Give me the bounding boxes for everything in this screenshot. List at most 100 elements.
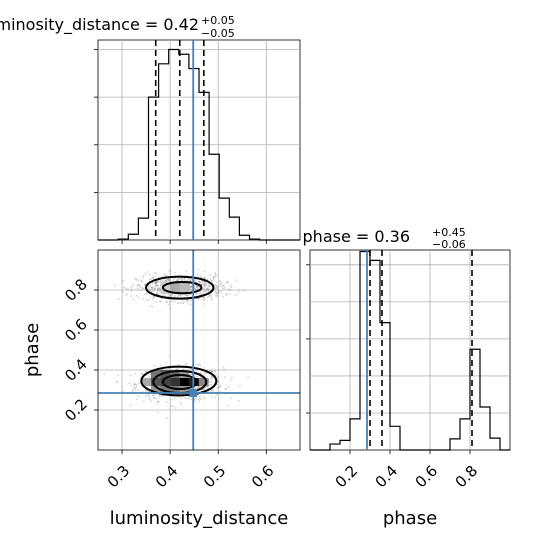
scatter-point bbox=[143, 283, 146, 286]
scatter-point bbox=[165, 362, 168, 364]
scatter-point bbox=[200, 398, 203, 401]
scatter-point bbox=[155, 292, 158, 295]
scatter-point bbox=[114, 284, 116, 287]
scatter-point bbox=[154, 282, 157, 285]
scatter-point bbox=[160, 364, 163, 366]
scatter-point bbox=[177, 364, 180, 366]
scatter-point bbox=[179, 294, 182, 297]
scatter-point bbox=[200, 283, 203, 286]
scatter-point bbox=[149, 296, 152, 299]
scatter-point bbox=[148, 376, 151, 378]
scatter-point bbox=[134, 372, 137, 375]
scatter-point bbox=[172, 278, 175, 281]
scatter-point bbox=[152, 394, 155, 397]
scatter-point bbox=[149, 305, 152, 307]
scatter-point bbox=[149, 278, 151, 281]
hist-ph-ticks bbox=[306, 264, 471, 454]
scatter-xtick-label: 0.4 bbox=[152, 462, 182, 492]
scatter-axes-frame bbox=[97, 249, 301, 451]
hist-ld-ticks bbox=[94, 49, 267, 244]
scatter-point bbox=[197, 298, 200, 300]
scatter-point bbox=[137, 395, 140, 398]
scatter-point bbox=[151, 287, 153, 290]
scatter-point bbox=[122, 280, 124, 282]
scatter-point bbox=[166, 301, 168, 304]
scatter-axes-bg bbox=[98, 250, 300, 450]
scatter-point bbox=[222, 366, 225, 368]
scatter-point bbox=[144, 370, 147, 373]
scatter-point bbox=[135, 278, 138, 281]
scatter-point bbox=[214, 396, 217, 399]
scatter-point bbox=[164, 274, 167, 277]
scatter-point bbox=[216, 287, 219, 290]
scatter-point bbox=[169, 278, 172, 281]
scatter-point bbox=[208, 283, 211, 286]
scatter-point bbox=[165, 280, 167, 283]
scatter-point bbox=[198, 297, 201, 300]
scatter-point bbox=[210, 376, 213, 379]
scatter-point bbox=[158, 395, 161, 398]
scatter-point bbox=[188, 397, 190, 400]
scatter-point bbox=[161, 394, 164, 397]
scatter-point bbox=[133, 277, 136, 280]
scatter-point bbox=[162, 294, 165, 297]
scatter-point bbox=[153, 271, 156, 274]
scatter-point bbox=[183, 301, 185, 304]
scatter-point bbox=[148, 394, 150, 397]
scatter-point bbox=[190, 279, 193, 281]
density-cell bbox=[160, 370, 171, 378]
scatter-point bbox=[134, 383, 137, 386]
scatter-point bbox=[227, 280, 229, 283]
scatter-point bbox=[187, 278, 190, 280]
scatter-point bbox=[206, 385, 209, 388]
scatter-point bbox=[168, 279, 170, 282]
scatter-point bbox=[207, 288, 210, 291]
scatter-point bbox=[150, 286, 153, 288]
scatter-point bbox=[159, 280, 162, 283]
scatter-point bbox=[219, 385, 222, 387]
scatter-point bbox=[146, 292, 149, 295]
scatter-point bbox=[173, 301, 176, 303]
scatter-y-tick-labels: 0.2 0.4 0.6 0.8 bbox=[61, 275, 98, 425]
scatter-point bbox=[156, 281, 158, 284]
scatter-point bbox=[172, 405, 175, 407]
scatter-point bbox=[160, 394, 163, 397]
hist-ld-grid bbox=[98, 40, 300, 240]
scatter-point bbox=[215, 295, 218, 298]
scatter-point bbox=[247, 376, 250, 379]
scatter-point bbox=[167, 293, 170, 296]
scatter-point bbox=[186, 295, 189, 297]
scatter-point bbox=[151, 277, 154, 280]
scatter-point bbox=[212, 389, 215, 392]
scatter-point bbox=[140, 289, 142, 292]
scatter-point bbox=[103, 373, 106, 376]
scatter-point bbox=[238, 289, 241, 291]
scatter-point bbox=[142, 400, 145, 403]
scatter-point bbox=[217, 381, 220, 383]
scatter-point bbox=[196, 363, 199, 366]
scatter-ytick-label: 0.4 bbox=[61, 355, 91, 385]
scatter-point bbox=[223, 284, 225, 287]
scatter-point bbox=[138, 382, 140, 385]
scatter-point bbox=[136, 284, 139, 287]
scatter-point bbox=[155, 281, 157, 283]
scatter-point bbox=[204, 282, 207, 285]
scatter-point bbox=[144, 283, 147, 286]
scatter-point bbox=[121, 390, 124, 393]
scatter-x-tick-labels: 0.3 0.4 0.5 0.6 bbox=[104, 450, 278, 491]
scatter-point bbox=[171, 295, 174, 297]
scatter-point bbox=[203, 367, 205, 369]
scatter-point bbox=[215, 273, 217, 276]
scatter-point bbox=[142, 274, 145, 277]
scatter-point bbox=[215, 293, 217, 296]
scatter-point bbox=[170, 294, 172, 296]
scatter-point bbox=[181, 277, 184, 280]
scatter-point bbox=[171, 398, 174, 401]
scatter-point bbox=[149, 373, 152, 376]
scatter-point bbox=[198, 386, 200, 388]
scatter-point bbox=[210, 396, 213, 398]
scatter-point bbox=[165, 274, 168, 277]
scatter-point bbox=[189, 293, 192, 296]
scatter-point bbox=[208, 289, 211, 291]
scatter-point bbox=[143, 287, 146, 290]
